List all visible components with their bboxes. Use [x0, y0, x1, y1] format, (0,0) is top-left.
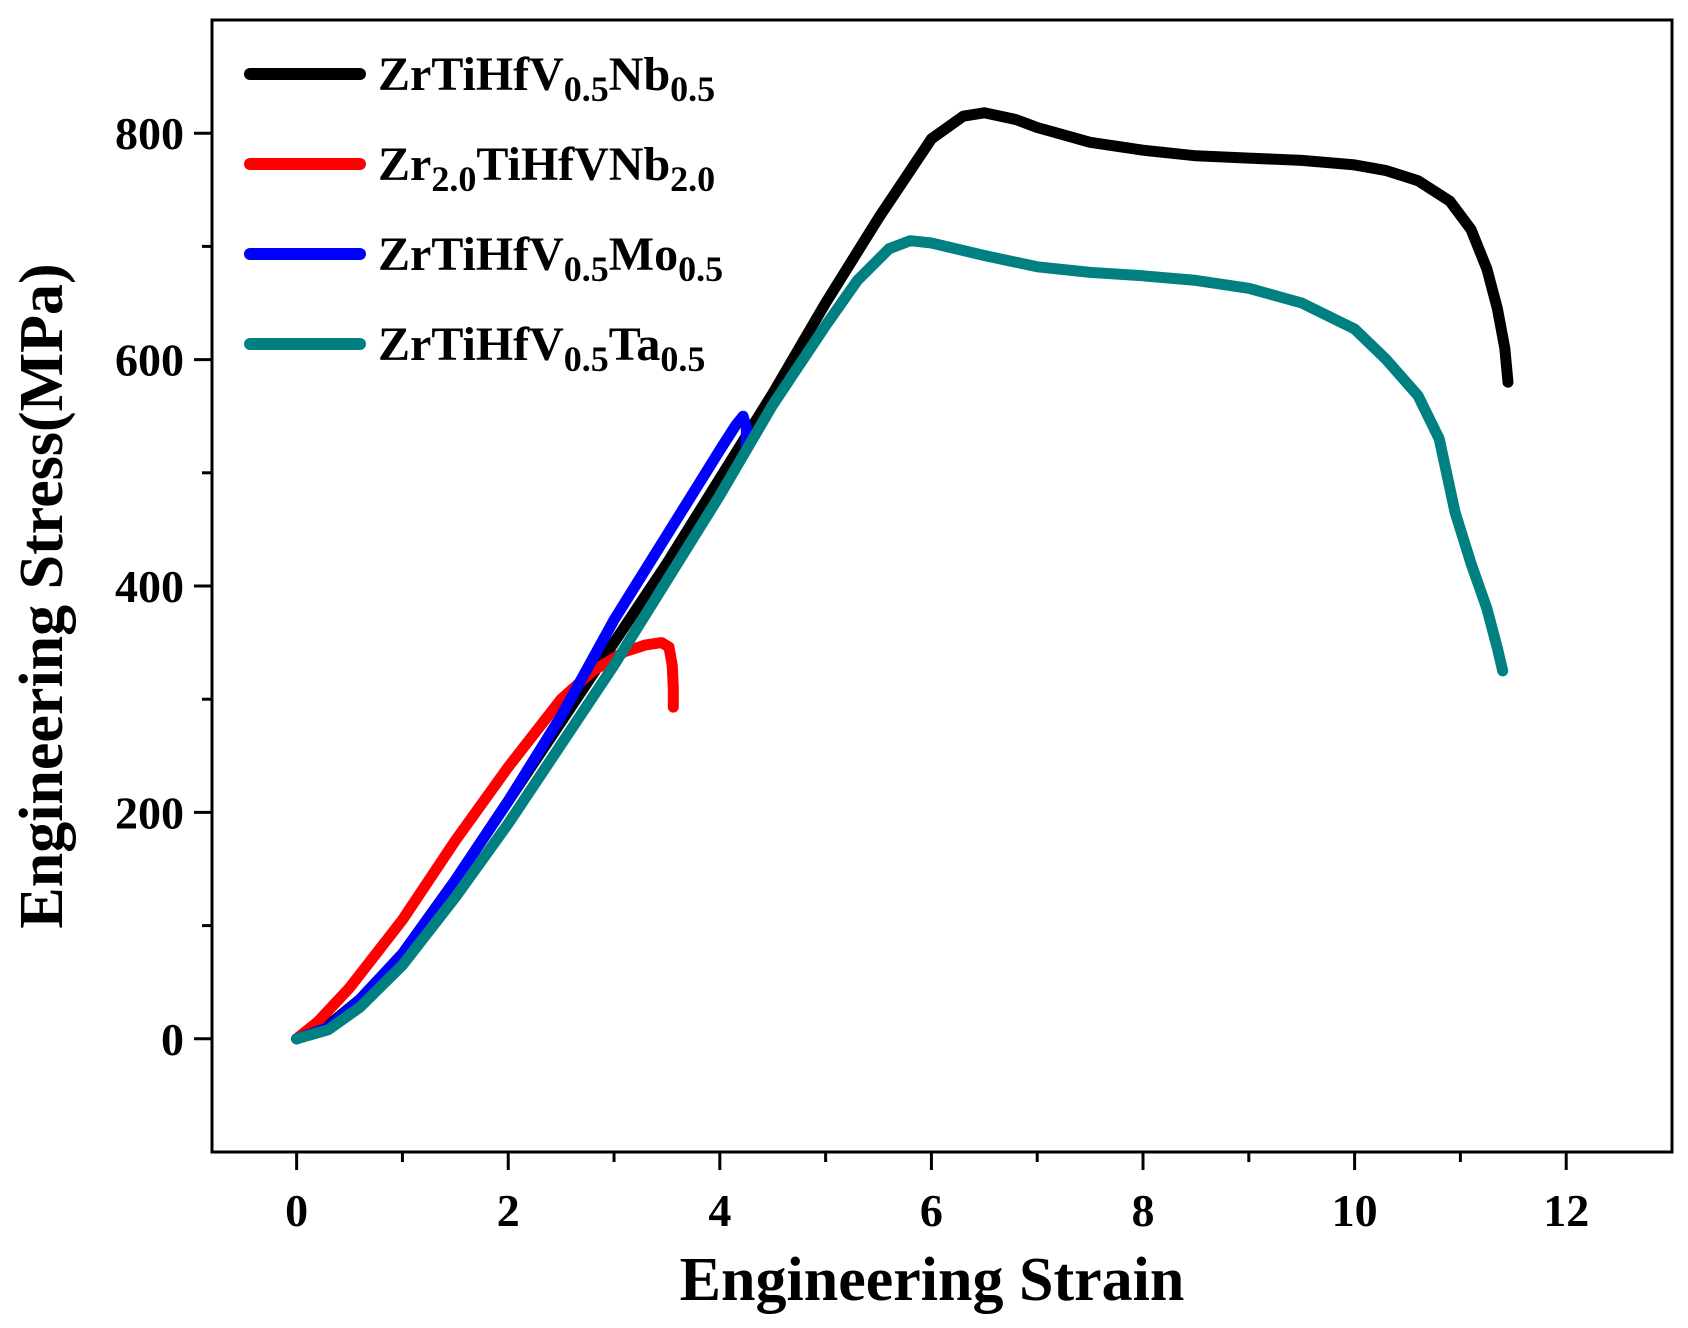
y-axis: 0 200 400 600 800	[115, 108, 212, 1065]
x-tick-label: 12	[1543, 1185, 1589, 1236]
legend-subscript: 0.5	[564, 339, 609, 379]
x-tick-label: 6	[920, 1185, 943, 1236]
legend-text-part: ZrTiHfV	[378, 228, 564, 281]
y-tick-label: 0	[161, 1014, 184, 1065]
y-axis-title: Engineering Stress(MPa)	[8, 263, 76, 928]
y-tick-label: 400	[115, 561, 184, 612]
x-tick-label: 10	[1332, 1185, 1378, 1236]
series-layer	[291, 107, 1514, 1045]
legend-text-part: ZrTiHfV	[378, 48, 564, 101]
legend-text-part: ZrTiHfV	[378, 318, 564, 371]
legend: ZrTiHfV0.5Nb0.5Zr2.0TiHfVNb2.0ZrTiHfV0.5…	[244, 48, 723, 379]
legend-label-2: Zr2.0TiHfVNb2.0	[378, 138, 715, 199]
x-tick-label: 4	[708, 1185, 731, 1236]
series-line-3	[291, 410, 752, 1045]
x-tick-label: 0	[285, 1185, 308, 1236]
x-tick-label: 2	[497, 1185, 520, 1236]
y-tick-label: 600	[115, 335, 184, 386]
legend-text-part: Zr	[378, 138, 431, 191]
legend-text-part: TiHfVNb	[476, 138, 670, 191]
legend-label-3: ZrTiHfV0.5Mo0.5	[378, 228, 723, 289]
x-tick-label: 8	[1132, 1185, 1155, 1236]
y-tick-label: 200	[115, 787, 184, 838]
legend-subscript: 0.5	[670, 69, 715, 109]
legend-text-part: Mo	[609, 228, 678, 281]
legend-subscript: 0.5	[564, 69, 609, 109]
legend-subscript: 0.5	[660, 339, 705, 379]
legend-text-part: Ta	[609, 318, 661, 371]
legend-subscript: 0.5	[564, 249, 609, 289]
series-line-4	[291, 235, 1509, 1045]
x-axis-title: Engineering Strain	[680, 1246, 1185, 1314]
legend-subscript: 2.0	[431, 159, 476, 199]
x-axis: 0 2 4 6 8 10 12	[285, 1152, 1589, 1236]
legend-text-part: Nb	[609, 48, 670, 101]
legend-subscript: 2.0	[670, 159, 715, 199]
legend-label-1: ZrTiHfV0.5Nb0.5	[378, 48, 715, 109]
legend-subscript: 0.5	[678, 249, 723, 289]
series-line-2	[291, 637, 679, 1045]
y-tick-label: 800	[115, 108, 184, 159]
legend-label-4: ZrTiHfV0.5Ta0.5	[378, 318, 705, 379]
